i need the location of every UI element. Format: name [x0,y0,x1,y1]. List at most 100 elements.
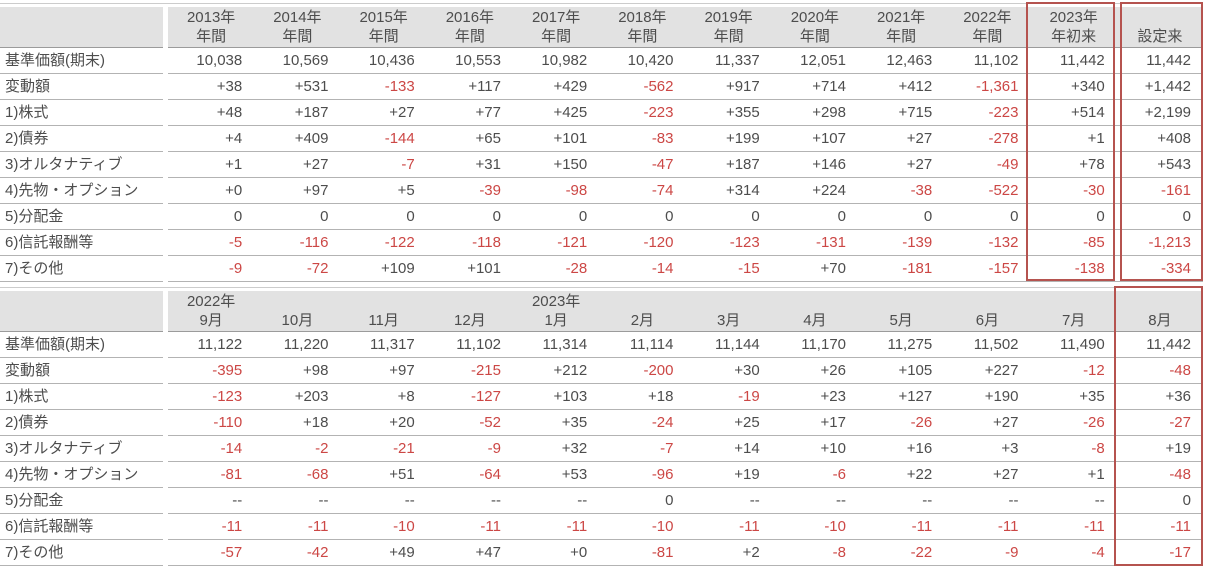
value-cell: +212 [513,358,600,384]
label-data-gap [163,291,168,332]
row-label-header [0,7,163,48]
value-cell: +187 [685,152,772,178]
column-header-year: 2019年 [704,9,753,26]
value-cell: 10,982 [513,48,600,74]
value-cell: -27 [1116,410,1203,436]
value-cell: -48 [1116,358,1203,384]
value-cell: +27 [944,410,1031,436]
value-cell: +1 [168,152,255,178]
value-cell: -110 [168,410,255,436]
value-cell: +78 [1030,152,1117,178]
column-header-period: 10月 [281,312,314,329]
value-cell: +199 [685,126,772,152]
column-header: 2013年 年間 [168,7,255,48]
column-header-period: 5月 [889,312,913,329]
value-cell: -334 [1116,256,1203,282]
value-cell: +97 [340,358,427,384]
row-label: 6)信託報酬等 [0,230,163,256]
value-cell: -5 [168,230,255,256]
column-header-period: 3月 [716,312,741,329]
column-header-period: 7月 [1061,312,1086,329]
value-cell: +0 [513,540,600,566]
value-cell: -123 [685,230,772,256]
value-cell: -4 [1030,540,1117,566]
column-header-period: 年間 [886,28,917,45]
value-cell: -64 [426,462,513,488]
value-cell: +35 [513,410,600,436]
column-header: 2021年 年間 [858,7,945,48]
value-cell: 11,502 [944,332,1031,358]
value-cell: +25 [685,410,772,436]
column-header: 11月 [340,291,427,332]
value-cell: -7 [599,436,686,462]
column-header: 設定来 [1116,7,1203,48]
value-cell: -7 [340,152,427,178]
value-cell: -138 [1030,256,1117,282]
row-label: 3)オルタナティブ [0,152,163,178]
value-cell: -81 [168,462,255,488]
value-cell: -- [858,488,945,514]
value-cell: -157 [944,256,1031,282]
value-cell: -161 [1116,178,1203,204]
value-cell: +917 [685,74,772,100]
value-cell: +22 [858,462,945,488]
value-cell: 11,314 [513,332,600,358]
value-cell: -11 [254,514,341,540]
value-cell: -8 [1030,436,1117,462]
column-header-year: 2020年 [790,9,840,26]
value-cell: +20 [340,410,427,436]
value-cell: +27 [944,462,1031,488]
value-cell: +531 [254,74,341,100]
value-cell: +47 [426,540,513,566]
value-cell: +18 [254,410,341,436]
row-label: 2)債券 [0,410,163,436]
value-cell: 11,442 [1030,48,1117,74]
column-header-period: 年初来 [1051,28,1097,45]
column-header-period: 年間 [541,28,572,45]
column-header: 2020年 年間 [771,7,858,48]
value-cell: -- [168,488,255,514]
value-cell: +203 [254,384,341,410]
column-header: 2023年年初来 [1030,7,1117,48]
value-cell: +0 [168,178,255,204]
column-header: 7月 [1030,291,1117,332]
value-cell: 11,102 [944,48,1031,74]
row-label: 4)先物・オプション [0,178,163,204]
value-cell: +5 [340,178,427,204]
value-cell: +97 [254,178,341,204]
value-cell: +1 [1030,462,1117,488]
value-cell: -47 [599,152,686,178]
value-cell: -10 [340,514,427,540]
value-cell: -48 [1116,462,1203,488]
value-cell: +146 [771,152,858,178]
column-header-period: 8月 [1148,312,1172,329]
value-cell: +51 [340,462,427,488]
row-label: 変動額 [0,74,163,100]
value-cell: 0 [426,204,513,230]
value-cell: -562 [599,74,686,100]
column-header-year: 2023年 [1049,9,1098,26]
value-cell: +16 [858,436,945,462]
value-cell: +412 [858,74,945,100]
value-cell: 0 [944,204,1031,230]
value-cell: +49 [340,540,427,566]
value-cell: -2 [254,436,341,462]
column-header-year: 2017年 [531,9,581,26]
value-cell: 0 [513,204,600,230]
value-cell: +38 [168,74,255,100]
column-header-period: 年間 [282,28,313,45]
value-cell: -133 [340,74,427,100]
column-header: 2022年 年間 [944,7,1031,48]
value-cell: 11,170 [771,332,858,358]
column-header-year: 2014年 [273,9,322,26]
value-cell: 0 [254,204,341,230]
value-cell: +19 [685,462,772,488]
value-cell: -11 [685,514,772,540]
column-header-period: 年間 [627,28,658,45]
column-header-period: 2月 [630,312,655,329]
value-cell: -14 [168,436,255,462]
row-label: 2)債券 [0,126,163,152]
value-cell: -6 [771,462,858,488]
value-cell: +2,199 [1116,100,1203,126]
value-cell: 10,038 [168,48,255,74]
